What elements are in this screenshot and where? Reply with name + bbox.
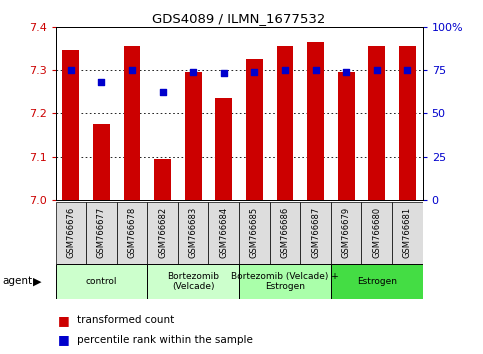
Point [159,90,167,95]
Point [67,67,75,73]
Bar [56,264,147,299]
Point [373,67,381,73]
Bar [331,264,423,299]
Text: GSM766684: GSM766684 [219,207,228,258]
Bar [62,50,79,200]
Text: Bortezomib (Velcade) +
Estrogen: Bortezomib (Velcade) + Estrogen [231,272,339,291]
Text: GSM766677: GSM766677 [97,207,106,258]
Bar [215,98,232,200]
Text: control: control [85,277,117,286]
Bar [147,202,178,264]
Text: GSM766687: GSM766687 [311,207,320,258]
Bar [277,46,293,200]
Text: GSM766679: GSM766679 [341,207,351,258]
Bar [392,202,423,264]
Text: ■: ■ [58,314,70,327]
Text: GSM766681: GSM766681 [403,207,412,258]
Bar [307,42,324,200]
Bar [117,202,147,264]
Bar [147,264,239,299]
Text: GSM766678: GSM766678 [128,207,137,258]
Point [312,67,319,73]
Point [281,67,289,73]
Text: GSM766685: GSM766685 [250,207,259,258]
Text: GSM766683: GSM766683 [189,207,198,258]
Bar [178,202,209,264]
Text: GSM766682: GSM766682 [158,207,167,258]
Bar [369,46,385,200]
Text: ▶: ▶ [33,276,42,286]
Text: GSM766676: GSM766676 [66,207,75,258]
Text: agent: agent [2,276,32,286]
Bar [270,202,300,264]
Bar [300,202,331,264]
Bar [209,202,239,264]
Bar [154,159,171,200]
Text: Bortezomib
(Velcade): Bortezomib (Velcade) [167,272,219,291]
Bar [399,46,416,200]
Title: GDS4089 / ILMN_1677532: GDS4089 / ILMN_1677532 [153,12,326,25]
Point [403,67,411,73]
Bar [246,59,263,200]
Bar [331,202,361,264]
Bar [239,202,270,264]
Bar [239,264,331,299]
Point [251,69,258,74]
Bar [93,124,110,200]
Bar [338,72,355,200]
Text: GSM766680: GSM766680 [372,207,381,258]
Text: transformed count: transformed count [77,315,174,325]
Point [98,79,105,85]
Bar [86,202,117,264]
Bar [185,72,201,200]
Point [220,70,227,76]
Point [342,69,350,74]
Text: percentile rank within the sample: percentile rank within the sample [77,335,253,345]
Bar [124,46,141,200]
Text: Estrogen: Estrogen [357,277,397,286]
Text: GSM766686: GSM766686 [281,207,289,258]
Point [189,69,197,74]
Text: ■: ■ [58,333,70,346]
Point [128,67,136,73]
Bar [56,202,86,264]
Bar [361,202,392,264]
